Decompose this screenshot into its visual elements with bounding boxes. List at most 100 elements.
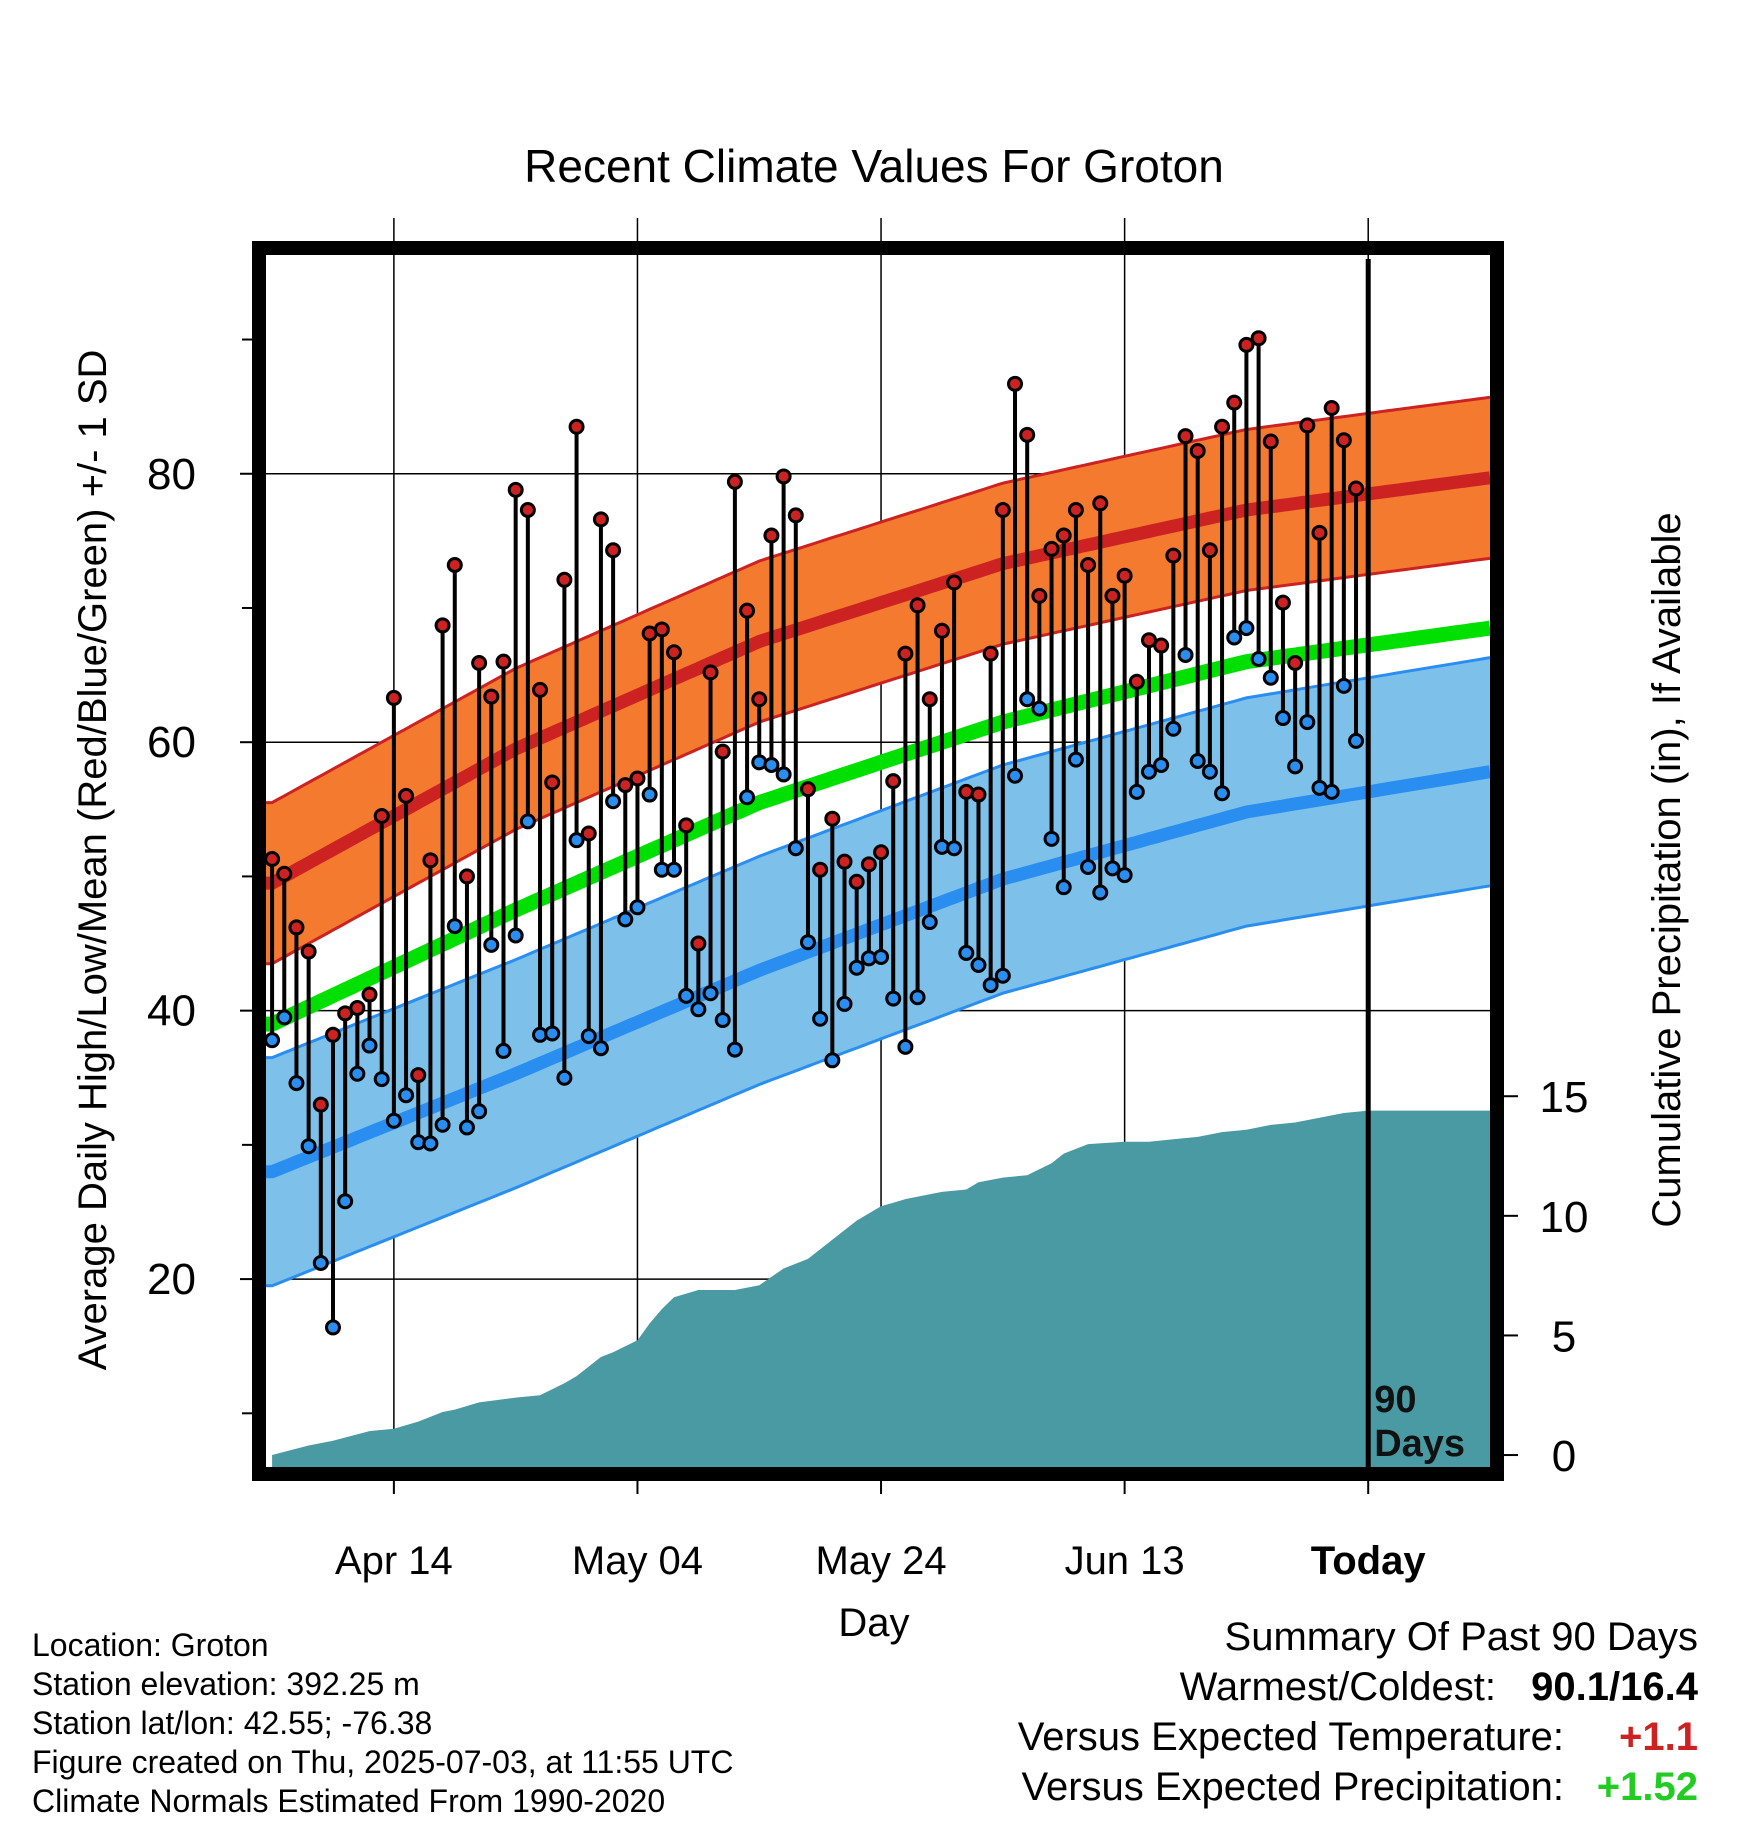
summary-title: Summary Of Past 90 Days [1225,1615,1698,1659]
daily-high-point [921,691,938,708]
daily-low-point [1092,884,1109,901]
daily-high-point [592,511,609,528]
daily-high-point [458,868,475,885]
daily-low-point [1104,860,1121,877]
daily-low-point [958,944,975,961]
precip-label: Versus Expected Precipitation: [1021,1765,1564,1809]
precip-value: +1.52 [1597,1765,1698,1809]
daily-high-point [446,557,463,574]
daily-high-point [799,781,816,798]
daily-low-point [690,1001,707,1018]
daily-low-point [495,1042,512,1059]
daily-high-point [982,645,999,662]
daily-low-point [641,786,658,803]
daily-low-point [702,985,719,1002]
daily-high-point [751,691,768,708]
elevation-text: Station elevation: 392.25 m [32,1666,420,1702]
warmest-label: Warmest/Coldest: [1180,1665,1496,1709]
daily-low-point [714,1012,731,1029]
daily-high-point [1201,542,1218,559]
daily-low-point [471,1103,488,1120]
daily-high-point [714,743,731,760]
daily-low-point [1177,646,1194,663]
daily-high-point [544,774,561,791]
daily-high-point [349,999,366,1016]
daily-low-point [897,1038,914,1055]
daily-low-point [666,861,682,878]
daily-low-point [1250,650,1267,667]
daily-high-point [1214,418,1231,435]
location-text: Location: Groton [32,1627,269,1663]
axes-group: 20 40 60 80 0 5 10 15 Apr 14 May 04 May 24 Jun 13 To… [147,338,1588,1583]
daily-high-point [629,770,646,787]
daily-high-point [1092,495,1109,512]
daily-low-point [398,1087,415,1104]
daily-low-point [617,911,634,928]
normal-low-band [266,657,1490,1286]
daily-low-point [1067,751,1084,768]
daily-low-point [739,789,756,806]
daily-low-point [605,793,622,810]
x-tick-label: Apr 14 [335,1539,453,1583]
daily-high-point [1226,394,1243,411]
daily-high-point [897,645,914,662]
today-marker-line2: Days [1374,1423,1465,1465]
daily-low-point [812,1010,829,1027]
daily-high-point [1262,433,1279,450]
daily-high-point [1287,655,1304,672]
daily-low-point [1080,859,1097,876]
y-tick-label: 20 [147,1255,196,1304]
y-tick-label: 80 [147,450,196,499]
daily-low-point [1165,720,1182,737]
daily-low-point [434,1116,451,1133]
daily-low-point [1128,783,1145,800]
daily-low-point [1116,867,1133,884]
normal-mean-line [266,620,1490,1032]
daily-high-point [532,681,549,698]
daily-high-point [580,825,597,842]
daily-low-point [580,1028,597,1045]
daily-low-point [1140,763,1157,780]
daily-high-point [653,621,670,638]
daily-high-point [507,481,524,498]
daily-high-point [410,1067,427,1084]
daily-high-point [763,527,780,544]
daily-high-point [1128,673,1145,690]
x-tick-label: Jun 13 [1065,1539,1185,1583]
daily-high-point [495,653,512,670]
daily-high-point [812,861,829,878]
daily-low-point [775,766,792,783]
daily-high-point [1299,417,1316,434]
today-marker-line1: 90 [1374,1379,1416,1421]
daily-high-point [556,571,573,588]
daily-low-point [519,813,536,830]
normal-low-band-upper-edge [266,656,1490,1060]
x-axis-label: Day [838,1601,909,1645]
daily-low-point [349,1065,366,1082]
daily-high-point [324,1026,341,1043]
daily-low-point [1043,830,1060,847]
daily-low-point [799,934,816,951]
daily-low-point [1287,758,1304,775]
daily-high-point [1080,557,1097,574]
daily-low-point [458,1119,475,1136]
daily-high-point [1311,524,1328,541]
daily-high-point [1177,428,1194,445]
daily-high-point [860,856,877,873]
daily-low-point [1226,629,1243,646]
daily-high-point [1323,399,1340,416]
daily-high-point [312,1096,329,1113]
daily-low-point [1019,691,1036,708]
daily-high-point [288,919,305,936]
daily-high-point [361,986,378,1003]
daily-high-point [276,865,293,882]
observations-group [266,330,1365,1336]
daily-high-point [617,777,634,794]
created-text: Figure created on Thu, 2025-07-03, at 11… [32,1744,733,1780]
daily-low-point [276,1009,293,1026]
daily-low-point [544,1025,561,1042]
daily-low-point [300,1138,317,1155]
daily-low-point [1299,714,1316,731]
daily-high-point [994,501,1011,518]
